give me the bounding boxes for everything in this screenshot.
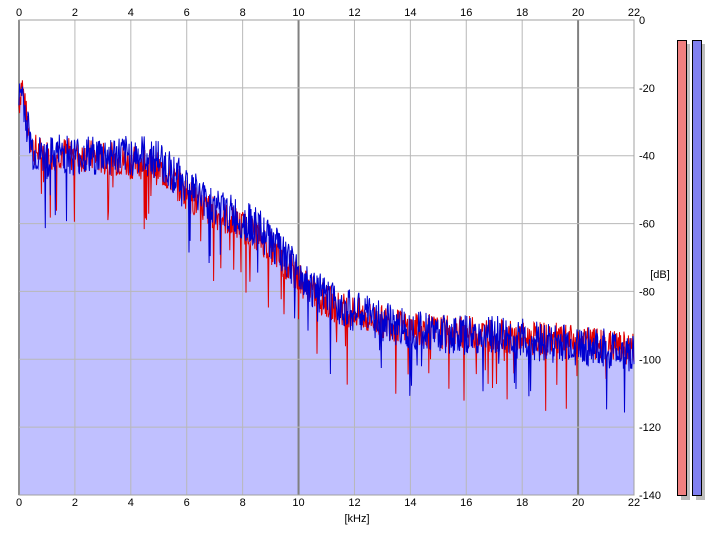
x-tick-label-top: 22	[628, 7, 640, 19]
x-tick-label-bottom: 6	[184, 497, 190, 509]
x-tick-label-top: 20	[572, 7, 584, 19]
y-tick-label: -100	[639, 354, 661, 366]
y-tick-label: -60	[639, 219, 655, 231]
x-tick-label-top: 14	[404, 7, 416, 19]
x-tick-label-top: 10	[292, 7, 304, 19]
x-tick-label-top: 4	[128, 7, 134, 19]
x-tick-label-bottom: 20	[572, 497, 584, 509]
y-axis-label: [dB]	[650, 269, 670, 281]
plot-border	[18, 19, 635, 496]
y-tick-label: 0	[639, 15, 645, 27]
x-tick-label-bottom: 22	[628, 497, 640, 509]
x-tick-label-bottom: 8	[240, 497, 246, 509]
tick-labels: 002244668810101212141416161818202022220-…	[16, 7, 661, 509]
series-layer	[18, 80, 635, 413]
x-axis-label: [kHz]	[344, 513, 369, 525]
series-line-2	[18, 83, 635, 413]
x-tick-label-top: 0	[16, 7, 22, 19]
x-tick-label-bottom: 14	[404, 497, 416, 509]
y-tick-label: -80	[639, 286, 655, 298]
right-channel-level-meter	[692, 40, 702, 496]
x-tick-label-bottom: 2	[72, 497, 78, 509]
x-tick-label-bottom: 12	[348, 497, 360, 509]
x-tick-label-top: 12	[348, 7, 360, 19]
x-tick-label-bottom: 4	[128, 497, 134, 509]
x-tick-label-bottom: 18	[516, 497, 528, 509]
x-tick-label-top: 18	[516, 7, 528, 19]
left-channel-level-meter	[677, 40, 687, 496]
y-tick-label: -140	[639, 490, 661, 502]
y-tick-label: -120	[639, 422, 661, 434]
x-tick-label-top: 2	[72, 7, 78, 19]
y-tick-label: -40	[639, 151, 655, 163]
y-tick-label: -20	[639, 83, 655, 95]
x-tick-label-bottom: 0	[16, 497, 22, 509]
x-tick-label-bottom: 16	[460, 497, 472, 509]
x-tick-label-top: 8	[240, 7, 246, 19]
x-tick-label-top: 16	[460, 7, 472, 19]
x-tick-label-bottom: 10	[292, 497, 304, 509]
x-tick-label-top: 6	[184, 7, 190, 19]
